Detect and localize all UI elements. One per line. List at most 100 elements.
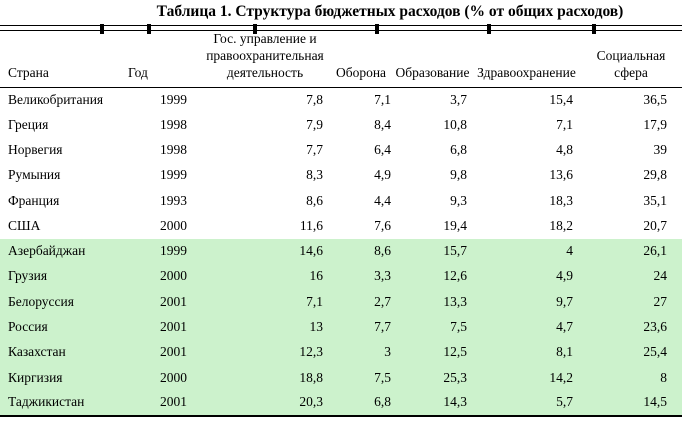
cell-year: 1998 xyxy=(160,141,187,157)
table-header: Страна Год Гос. управление и правоохрани… xyxy=(0,31,682,88)
cell-year: 2001 xyxy=(160,344,187,360)
cell-defense: 4,4 xyxy=(374,192,391,208)
cell-defense: 7,1 xyxy=(374,91,391,107)
cell-social: 14,5 xyxy=(580,390,682,417)
col-header-social: Социальная сфера xyxy=(580,31,682,88)
cell-social: 39 xyxy=(653,141,668,157)
cell-year: 2000 xyxy=(160,369,187,385)
cell-social: 20,7 xyxy=(643,217,667,233)
column-tick xyxy=(487,23,491,34)
cell-defense: 8,6 xyxy=(374,243,391,259)
cell-education: 15,7 xyxy=(443,243,467,259)
cell-health: 4,9 xyxy=(556,268,573,284)
cell-health: 4,8 xyxy=(556,141,573,157)
cell-gov-admin: 7,9 xyxy=(306,116,323,132)
cell-gov-admin: 8,6 xyxy=(306,192,323,208)
cell-social: 36,5 xyxy=(643,91,667,107)
cell-country: США xyxy=(8,217,41,233)
cell-education: 14,3 xyxy=(392,390,473,417)
cell-social: 26,1 xyxy=(643,243,667,259)
cell-defense: 7,7 xyxy=(374,319,391,334)
cell-health: 9,7 xyxy=(556,293,573,309)
table-row: Киргизия 2000 18,8 7,5 25,3 14,2 8 xyxy=(0,365,682,391)
table-row: Азербайджан 1999 14,6 8,6 15,7 4 26,1 xyxy=(0,238,682,265)
column-tick xyxy=(375,23,379,34)
cell-country: Киргизия xyxy=(8,369,63,385)
cell-year: 2000 xyxy=(160,217,187,233)
cell-health: 5,7 xyxy=(473,390,580,417)
cell-defense: 8,4 xyxy=(374,116,391,132)
cell-gov-admin: 8,3 xyxy=(306,167,323,183)
cell-health: 8,1 xyxy=(556,344,573,360)
cell-year: 2001 xyxy=(160,319,187,334)
cell-year: 1993 xyxy=(160,192,187,208)
cell-social: 17,9 xyxy=(643,116,667,132)
cell-defense: 4,9 xyxy=(374,167,391,183)
cell-social: 24 xyxy=(653,268,668,284)
cell-year: 1998 xyxy=(160,116,187,132)
cell-health: 13,6 xyxy=(549,167,573,183)
cell-education: 7,5 xyxy=(450,319,467,334)
cell-year: 2000 xyxy=(160,268,187,284)
table-row: Таджикистан 2001 20,3 6,8 14,3 5,7 14,5 xyxy=(0,390,682,417)
header-row: Страна Год Гос. управление и правоохрани… xyxy=(0,31,682,88)
table-row: США 2000 11,6 7,6 19,4 18,2 20,7 xyxy=(0,214,682,239)
cell-year: 1999 xyxy=(160,91,187,107)
table-row: Казахстан 2001 12,3 3 12,5 8,1 25,4 xyxy=(0,340,682,366)
cell-defense: 2,7 xyxy=(374,293,391,309)
cell-education: 25,3 xyxy=(443,369,467,385)
cell-education: 9,3 xyxy=(450,192,467,208)
cell-health: 18,2 xyxy=(549,217,573,233)
cell-defense: 6,8 xyxy=(330,390,392,417)
table-row: Румыния 1999 8,3 4,9 9,8 13,6 29,8 xyxy=(0,163,682,188)
cell-gov-admin: 20,3 xyxy=(200,390,330,417)
table-row: Франция 1993 8,6 4,4 9,3 18,3 35,1 xyxy=(0,188,682,213)
col-header-year: Год xyxy=(125,31,200,88)
cell-education: 9,8 xyxy=(450,167,467,183)
cell-country: Великобритания xyxy=(8,91,104,107)
cell-health: 4,7 xyxy=(556,319,573,334)
cell-social: 29,8 xyxy=(643,167,667,183)
cell-health: 4 xyxy=(566,243,573,259)
cell-social: 25,4 xyxy=(643,344,667,360)
cell-gov-admin: 13 xyxy=(309,319,324,334)
cell-defense: 3 xyxy=(384,344,391,360)
cell-gov-admin: 18,8 xyxy=(299,369,323,385)
cell-country: Россия xyxy=(8,319,48,334)
cell-social: 23,6 xyxy=(643,319,667,334)
cell-defense: 6,4 xyxy=(374,141,391,157)
table-body: Великобритания 1999 7,8 7,1 3,7 15,4 36,… xyxy=(0,87,682,417)
cell-health: 14,2 xyxy=(549,369,573,385)
cell-year: 2001 xyxy=(160,293,187,309)
cell-education: 10,8 xyxy=(443,116,467,132)
cell-gov-admin: 16 xyxy=(309,268,324,284)
cell-education: 6,8 xyxy=(450,141,467,157)
col-header-defense: Оборона xyxy=(330,31,392,88)
cell-health: 7,1 xyxy=(556,116,573,132)
cell-gov-admin: 11,6 xyxy=(299,217,323,233)
table-row: Греция 1998 7,9 8,4 10,8 7,1 17,9 xyxy=(0,112,682,137)
cell-country: Норвегия xyxy=(8,141,63,157)
cell-country: Греция xyxy=(8,116,49,132)
cell-social: 8 xyxy=(660,369,667,385)
column-tick xyxy=(592,23,596,34)
cell-education: 13,3 xyxy=(443,293,467,309)
budget-expenditure-table: Страна Год Гос. управление и правоохрани… xyxy=(0,31,682,417)
cell-country: Белоруссия xyxy=(8,293,74,309)
top-double-rule xyxy=(0,23,682,34)
column-tick xyxy=(253,23,257,34)
column-tick xyxy=(147,23,151,34)
cell-country: Азербайджан xyxy=(8,243,86,259)
cell-year: 2001 xyxy=(125,390,200,417)
cell-defense: 7,5 xyxy=(374,369,391,385)
table-row: Грузия 2000 16 3,3 12,6 4,9 24 xyxy=(0,264,682,290)
col-header-gov-admin: Гос. управление и правоохранительная дея… xyxy=(200,31,330,88)
cell-education: 12,6 xyxy=(443,268,467,284)
cell-education: 3,7 xyxy=(450,91,467,107)
cell-year: 1999 xyxy=(160,167,187,183)
cell-year: 1999 xyxy=(160,243,187,259)
cell-country: Грузия xyxy=(8,268,48,284)
cell-country: Франция xyxy=(8,192,60,208)
cell-gov-admin: 7,8 xyxy=(306,91,323,107)
